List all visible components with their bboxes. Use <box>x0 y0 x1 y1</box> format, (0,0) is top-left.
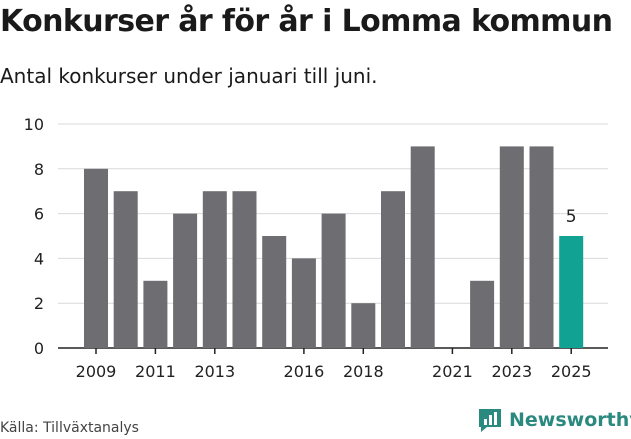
newsworthy-chart-icon <box>479 409 501 432</box>
bar-2018 <box>351 303 376 348</box>
x-tick-label: 2016 <box>284 362 325 381</box>
y-tick-label: 6 <box>34 205 44 224</box>
chart-title: Konkurser år för år i Lomma kommun <box>0 4 613 39</box>
brand-label: Newsworthy <box>509 409 631 431</box>
x-tick-label: 2011 <box>135 362 176 381</box>
newsworthy-logo[interactable]: Newsworthy <box>477 407 631 433</box>
x-tick-label: 2009 <box>76 362 117 381</box>
data-label: 5 <box>566 207 577 227</box>
bar-2015 <box>262 236 287 348</box>
x-tick-label: 2013 <box>194 362 235 381</box>
bar-2014 <box>232 191 257 348</box>
bar-2025 <box>559 236 584 348</box>
bar-2022 <box>470 280 495 348</box>
chart-subtitle: Antal konkurser under januari till juni. <box>0 64 378 88</box>
y-tick-label: 8 <box>34 160 44 179</box>
bar-2010 <box>113 191 138 348</box>
bar-2019 <box>381 191 405 348</box>
x-tick-label: 2023 <box>491 362 532 381</box>
y-tick-label: 4 <box>34 249 44 268</box>
bar-2016 <box>291 258 316 348</box>
y-tick-label: 0 <box>34 339 44 358</box>
y-tick-label: 10 <box>24 115 44 134</box>
source-note: Källa: Tillväxtanalys <box>0 420 139 436</box>
bar-2013 <box>202 191 227 348</box>
bar-2017 <box>321 213 346 348</box>
x-tick-label: 2018 <box>343 362 384 381</box>
bar-2009 <box>84 168 108 348</box>
bar-2023 <box>499 146 524 348</box>
bar-chart: 0 2 4 6 8 10 2009 2011 2013 2016 2018 2021 2023 2025 5 <box>24 115 608 381</box>
y-tick-label: 2 <box>34 294 44 313</box>
bar-2024 <box>529 146 554 348</box>
bar-2020 <box>410 146 435 348</box>
bar-2012 <box>173 213 198 348</box>
bar-2011 <box>143 280 168 348</box>
x-tick-label: 2025 <box>551 362 592 381</box>
x-tick-label: 2021 <box>432 362 473 381</box>
